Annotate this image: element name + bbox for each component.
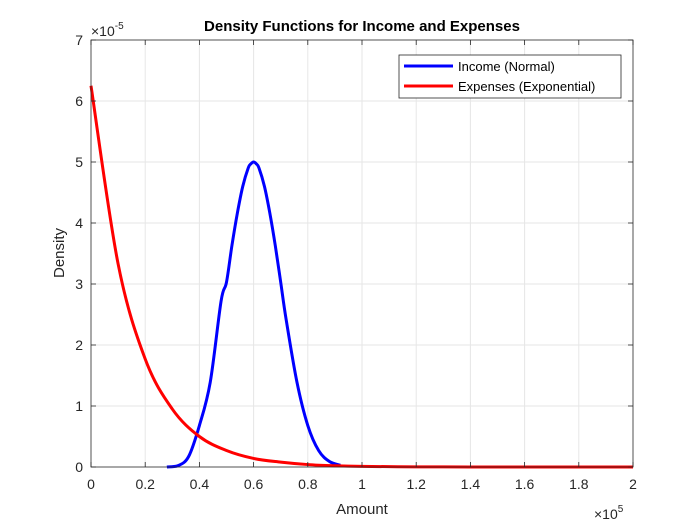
x-tick-label: 1.6 bbox=[515, 476, 535, 492]
y-tick-label: 5 bbox=[75, 154, 83, 170]
y-tick-label: 4 bbox=[75, 215, 83, 231]
legend-label-expenses: Expenses (Exponential) bbox=[458, 79, 595, 94]
y-tick-label: 1 bbox=[75, 398, 83, 414]
y-tick-label: 7 bbox=[75, 32, 83, 48]
x-tick-label: 0.4 bbox=[190, 476, 210, 492]
x-tick-label: 1 bbox=[358, 476, 366, 492]
x-tick-label: 1.2 bbox=[406, 476, 426, 492]
grid-lines bbox=[91, 40, 633, 467]
x-tick-label: 0.6 bbox=[244, 476, 264, 492]
y-tick-label: 0 bbox=[75, 459, 83, 475]
y-tick-label: 2 bbox=[75, 337, 83, 353]
y-exponent-label: ×10-5 bbox=[91, 21, 124, 39]
x-exponent-power: 5 bbox=[618, 504, 624, 515]
y-axis-ticks: 0 1 2 3 4 5 6 7 bbox=[75, 32, 633, 475]
y-tick-label: 6 bbox=[75, 93, 83, 109]
x-tick-label: 0 bbox=[87, 476, 95, 492]
series-line-income bbox=[166, 160, 341, 469]
x-tick-label: 1.8 bbox=[569, 476, 589, 492]
x-tick-label: 1.4 bbox=[461, 476, 481, 492]
y-exponent-power: -5 bbox=[115, 21, 124, 32]
y-axis-label: Density bbox=[51, 227, 68, 278]
x-tick-label: 0.2 bbox=[135, 476, 155, 492]
legend-box bbox=[398, 54, 622, 99]
legend-label-income: Income (Normal) bbox=[458, 59, 555, 74]
x-tick-label: 0.8 bbox=[298, 476, 318, 492]
svg-text:×105: ×105 bbox=[594, 504, 624, 522]
chart-title: Density Functions for Income and Expense… bbox=[204, 18, 520, 35]
x-exponent-base: ×10 bbox=[594, 506, 618, 522]
x-axis-ticks: 0 0.2 0.4 0.6 0.8 1 1.2 1.4 1.6 1.8 2 bbox=[87, 40, 637, 492]
svg-text:×10-5: ×10-5 bbox=[91, 21, 124, 39]
y-exponent-base: ×10 bbox=[91, 23, 115, 39]
legend: Income (Normal) Expenses (Exponential) bbox=[398, 54, 622, 99]
y-tick-label: 3 bbox=[75, 276, 83, 292]
x-exponent-label: ×105 bbox=[594, 504, 624, 522]
x-tick-label: 2 bbox=[629, 476, 637, 492]
x-axis-label: Amount bbox=[336, 501, 389, 518]
